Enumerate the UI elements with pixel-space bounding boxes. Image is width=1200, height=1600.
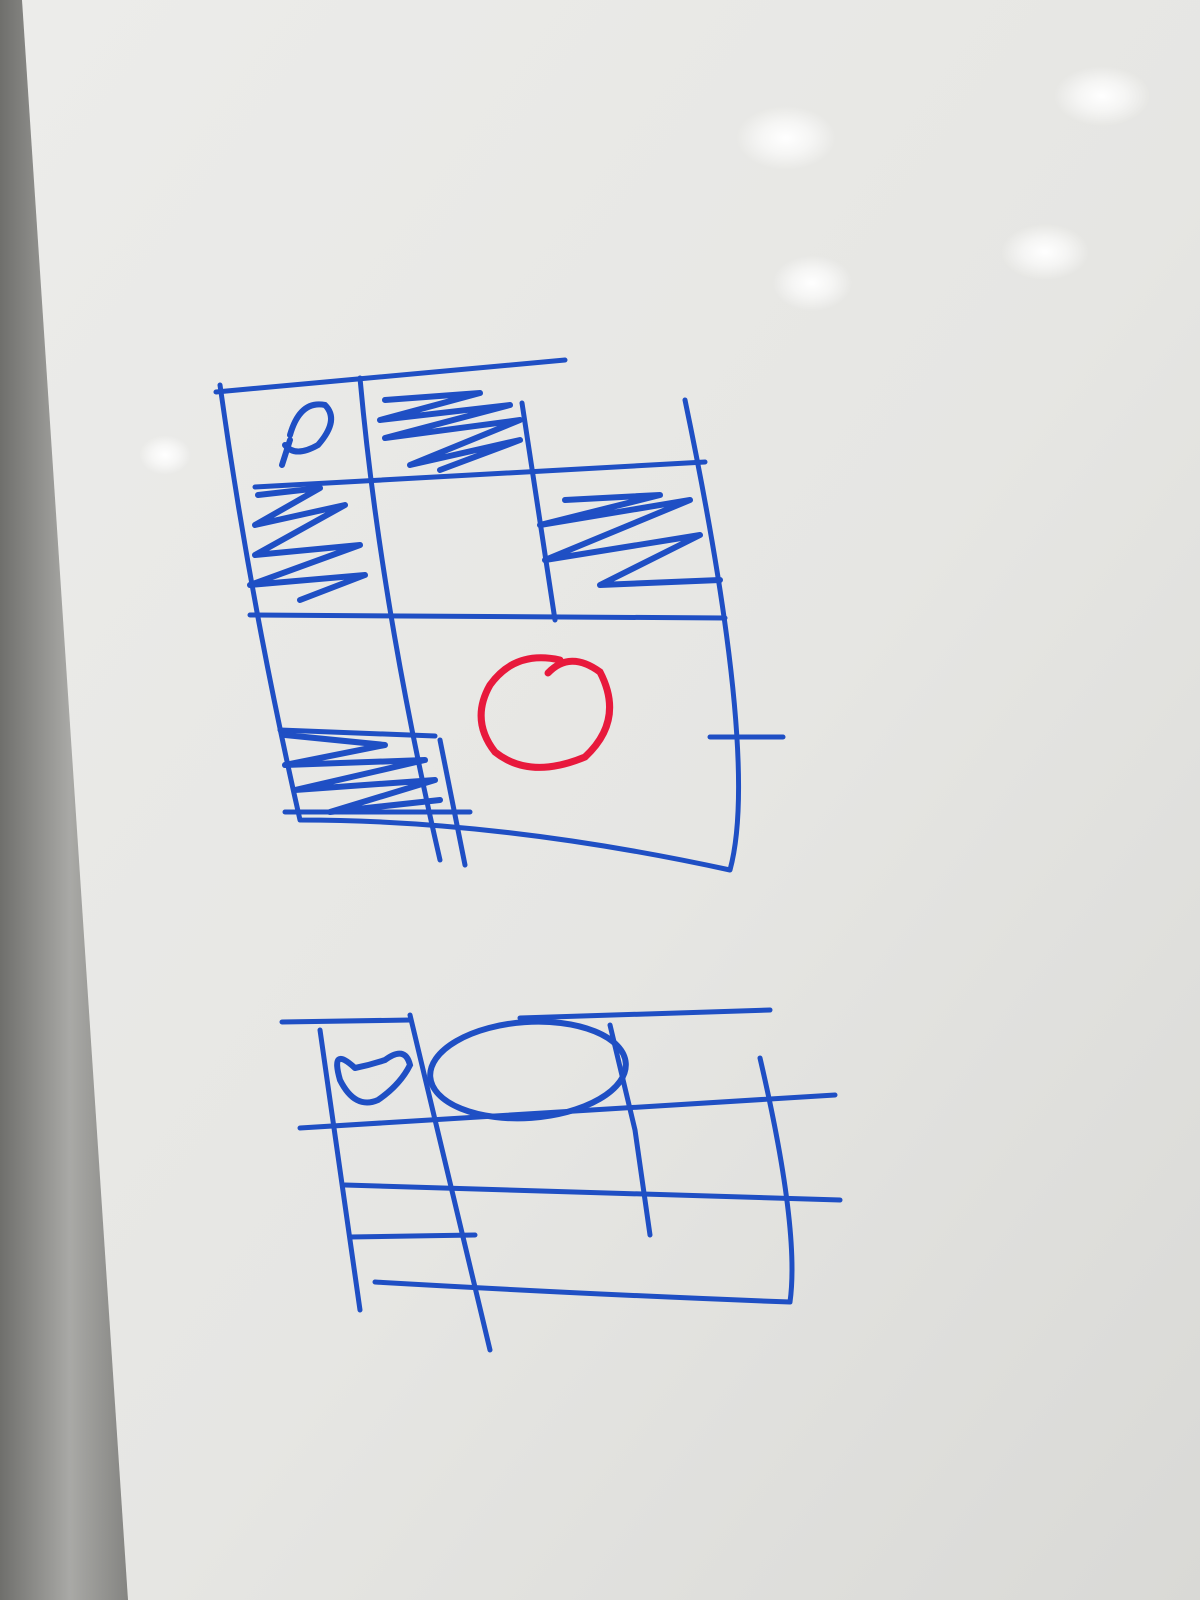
board-surface: [22, 0, 1200, 1600]
ellipse-mark: [427, 1018, 629, 1122]
heart-mark: [334, 1050, 414, 1106]
top-grid-sketch: [213, 357, 786, 873]
light-reflections: [139, 66, 1150, 475]
o-mark: [279, 401, 335, 468]
red-o-mark: [477, 654, 614, 771]
hatch-marks: [247, 390, 723, 815]
